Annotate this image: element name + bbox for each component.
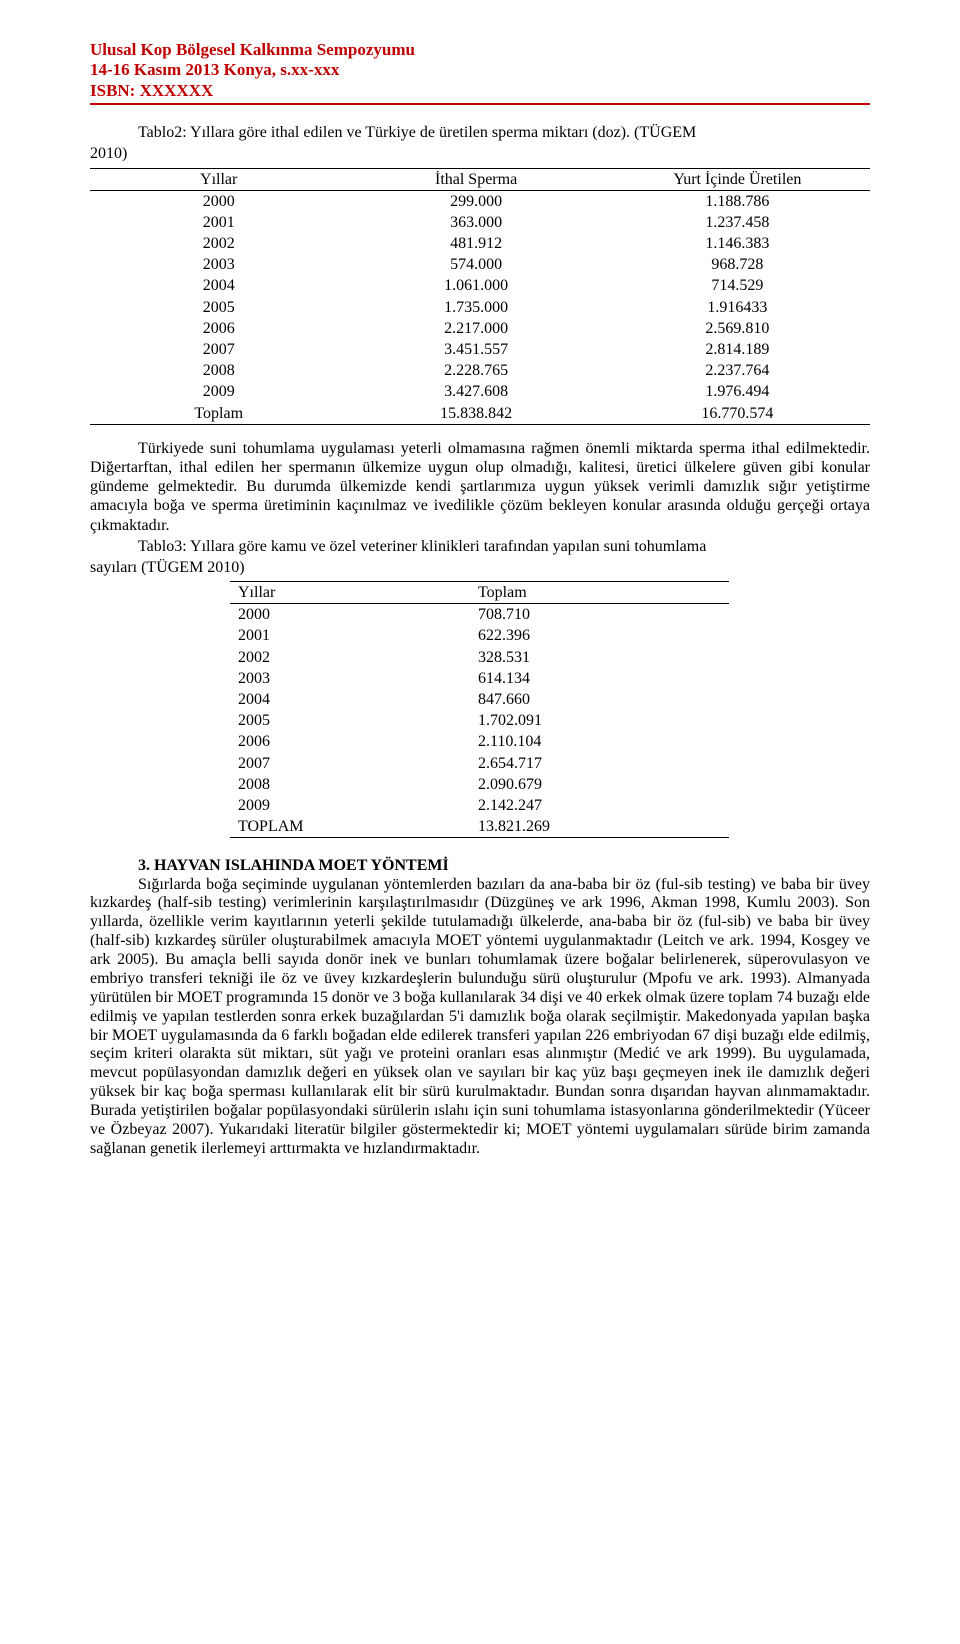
table-cell: 2003 [90,254,347,275]
table2-caption-line2: 2010) [90,144,870,163]
table-row: 20051.702.091 [230,710,729,731]
table-cell: 2.654.717 [470,753,729,774]
table-cell: 574.000 [347,254,604,275]
table-cell: 16.770.574 [605,403,870,425]
table-row: TOPLAM13.821.269 [230,816,729,838]
table-cell: 1.976.494 [605,381,870,402]
table-cell: 2003 [230,668,470,689]
table-cell: 2.237.764 [605,360,870,381]
table3: Yıllar Toplam 2000708.7102001622.3962002… [230,581,729,838]
table-cell: 13.821.269 [470,816,729,838]
table-cell: 708.710 [470,604,729,626]
section3-heading: 3. HAYVAN ISLAHINDA MOET YÖNTEMİ [90,856,870,875]
table-cell: 2004 [230,689,470,710]
table-cell: 2006 [90,318,347,339]
table-row: 2000708.710 [230,604,729,626]
table-cell: 2006 [230,731,470,752]
header-title: Ulusal Kop Bölgesel Kalkınma Sempozyumu [90,40,870,60]
table3-header-row: Yıllar Toplam [230,582,729,604]
table3-caption-line2: sayıları (TÜGEM 2010) [90,558,870,577]
table-cell: 1.146.383 [605,233,870,254]
table-cell: 1.702.091 [470,710,729,731]
table-cell: 714.529 [605,275,870,296]
table-cell: 2007 [230,753,470,774]
table2-col-ithal: İthal Sperma [347,168,604,190]
table2: Yıllar İthal Sperma Yurt İçinde Üretilen… [90,168,870,425]
table-row: 20073.451.5572.814.189 [90,339,870,360]
table-row: 20041.061.000714.529 [90,275,870,296]
table-cell: 1.237.458 [605,212,870,233]
table-cell: 2.142.247 [470,795,729,816]
section3-body: Sığırlarda boğa seçiminde uygulanan yönt… [90,876,870,1159]
table-row: 2003614.134 [230,668,729,689]
table-row: 20082.090.679 [230,774,729,795]
table-row: 20082.228.7652.237.764 [90,360,870,381]
table-row: 20093.427.6081.976.494 [90,381,870,402]
table-row: 2002481.9121.146.383 [90,233,870,254]
table2-caption-line1: Tablo2: Yıllara göre ithal edilen ve Tür… [90,123,870,142]
table-cell: 2007 [90,339,347,360]
table-cell: 2005 [230,710,470,731]
table-cell: 2002 [90,233,347,254]
table-cell: 2001 [230,625,470,646]
table-cell: 614.134 [470,668,729,689]
table-cell: 2000 [230,604,470,626]
table-cell: 2.814.189 [605,339,870,360]
table-cell: 2008 [230,774,470,795]
table-cell: 2009 [230,795,470,816]
table-cell: 299.000 [347,190,604,212]
table-row: 2004847.660 [230,689,729,710]
paragraph-1: Türkiyede suni tohumlama uygulaması yete… [90,439,870,535]
table-cell: 1.916433 [605,297,870,318]
table-row: 2002328.531 [230,647,729,668]
table-cell: 1.735.000 [347,297,604,318]
page-header: Ulusal Kop Bölgesel Kalkınma Sempozyumu … [90,40,870,105]
table2-col-year: Yıllar [90,168,347,190]
header-isbn: ISBN: XXXXXX [90,81,870,101]
table-row: 2000299.0001.188.786 [90,190,870,212]
table-cell: 847.660 [470,689,729,710]
table-cell: 481.912 [347,233,604,254]
table3-col-year: Yıllar [230,582,470,604]
table-cell: 2.217.000 [347,318,604,339]
table3-caption-line1: Tablo3: Yıllara göre kamu ve özel veteri… [90,537,870,556]
table3-col-total: Toplam [470,582,729,604]
table-cell: 1.188.786 [605,190,870,212]
table-cell: 2004 [90,275,347,296]
table-cell: 2005 [90,297,347,318]
table-cell: 15.838.842 [347,403,604,425]
table-cell: 968.728 [605,254,870,275]
table-cell: 2008 [90,360,347,381]
table-cell: 1.061.000 [347,275,604,296]
header-date: 14-16 Kasım 2013 Konya, s.xx-xxx [90,60,870,80]
table-cell: 2000 [90,190,347,212]
table-cell: 622.396 [470,625,729,646]
table-row: 2001622.396 [230,625,729,646]
table-row: 20092.142.247 [230,795,729,816]
table-row: 20051.735.0001.916433 [90,297,870,318]
table-cell: 2009 [90,381,347,402]
table-cell: 2.090.679 [470,774,729,795]
table-cell: Toplam [90,403,347,425]
table-cell: 2002 [230,647,470,668]
table-row: 20072.654.717 [230,753,729,774]
table-cell: 3.427.608 [347,381,604,402]
table-cell: 363.000 [347,212,604,233]
table-cell: TOPLAM [230,816,470,838]
table-row: 2001363.0001.237.458 [90,212,870,233]
table-cell: 2.228.765 [347,360,604,381]
table-row: 20062.110.104 [230,731,729,752]
table-cell: 328.531 [470,647,729,668]
table2-col-yurt: Yurt İçinde Üretilen [605,168,870,190]
table-cell: 2.569.810 [605,318,870,339]
table-cell: 2.110.104 [470,731,729,752]
table-row: Toplam15.838.84216.770.574 [90,403,870,425]
table-cell: 3.451.557 [347,339,604,360]
table2-header-row: Yıllar İthal Sperma Yurt İçinde Üretilen [90,168,870,190]
table-row: 2003574.000968.728 [90,254,870,275]
table-cell: 2001 [90,212,347,233]
table-row: 20062.217.0002.569.810 [90,318,870,339]
